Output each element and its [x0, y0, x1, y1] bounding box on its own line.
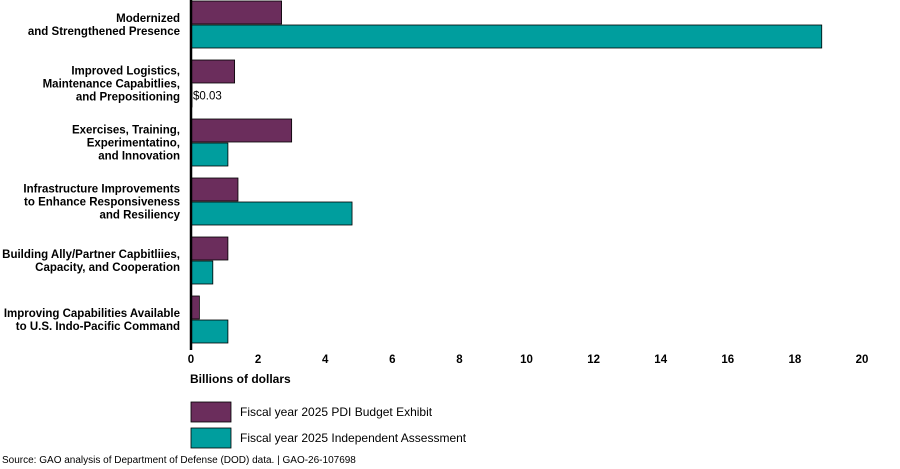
bar-pdi-budget-2	[190, 118, 293, 143]
x-tick-label-6: 12	[587, 354, 600, 366]
bar-independent-assessment-2	[190, 142, 229, 167]
bar-pdi-budget-0	[190, 0, 282, 25]
category-label-5: Improving Capabilities Available to U.S. …	[4, 308, 180, 333]
bar-chart: $0.03 Modernized and Strengthened Presenc…	[2, 0, 869, 449]
x-tick-label-7: 14	[654, 354, 667, 366]
x-axis-ticks: 0 2 4 6 8 10 12 14 16 18 20	[188, 354, 869, 366]
x-tick-label-1: 2	[255, 354, 261, 366]
category-label-3: Infrastructure Improvements to Enhance Re…	[23, 184, 180, 222]
bar-independent-assessment-5	[190, 319, 229, 344]
bar-pdi-budget-4	[190, 236, 229, 261]
category-label-4: Building Ally/Partner Capbitliies, Capaci…	[2, 249, 180, 274]
x-tick-label-5: 10	[520, 354, 533, 366]
bar-pdi-budget-3	[190, 177, 239, 202]
category-label-1: Improved Logistics, Maintenance Capabitli…	[43, 66, 180, 104]
category-label-2: Exercises, Training, Experimentatino, and …	[72, 125, 180, 163]
x-axis-title: Billions of dollars	[190, 372, 291, 386]
bar-independent-assessment-4	[190, 260, 214, 285]
bar-independent-assessment-3	[190, 201, 353, 226]
x-tick-label-3: 6	[389, 354, 395, 366]
category-label-0: Modernized and Strengthened Presence	[28, 13, 180, 38]
data-label-0: $0.03	[193, 91, 222, 103]
bar-pdi-budget-5	[190, 295, 200, 320]
bar-pdi-budget-1	[190, 59, 236, 84]
legend-swatch-0	[190, 401, 232, 423]
legend-label-0: Fiscal year 2025 PDI Budget Exhibit	[240, 405, 433, 419]
x-tick-label-8: 16	[721, 354, 734, 366]
x-tick-label-9: 18	[789, 354, 802, 366]
x-tick-label-10: 20	[856, 354, 869, 366]
x-tick-label-4: 8	[456, 354, 463, 366]
legend-swatch-1	[190, 427, 232, 449]
bar-independent-assessment-0	[190, 24, 823, 49]
category-labels: Modernized and Strengthened Presence Impro…	[2, 13, 180, 333]
x-tick-label-2: 4	[322, 354, 329, 366]
source-note: Source: GAO analysis of Department of De…	[2, 455, 356, 466]
x-tick-label-0: 0	[188, 354, 194, 366]
legend: Fiscal year 2025 PDI Budget Exhibit Fisca…	[190, 401, 467, 449]
bars-group: $0.03	[190, 0, 823, 344]
legend-label-1: Fiscal year 2025 Independent Assessment	[240, 431, 467, 445]
